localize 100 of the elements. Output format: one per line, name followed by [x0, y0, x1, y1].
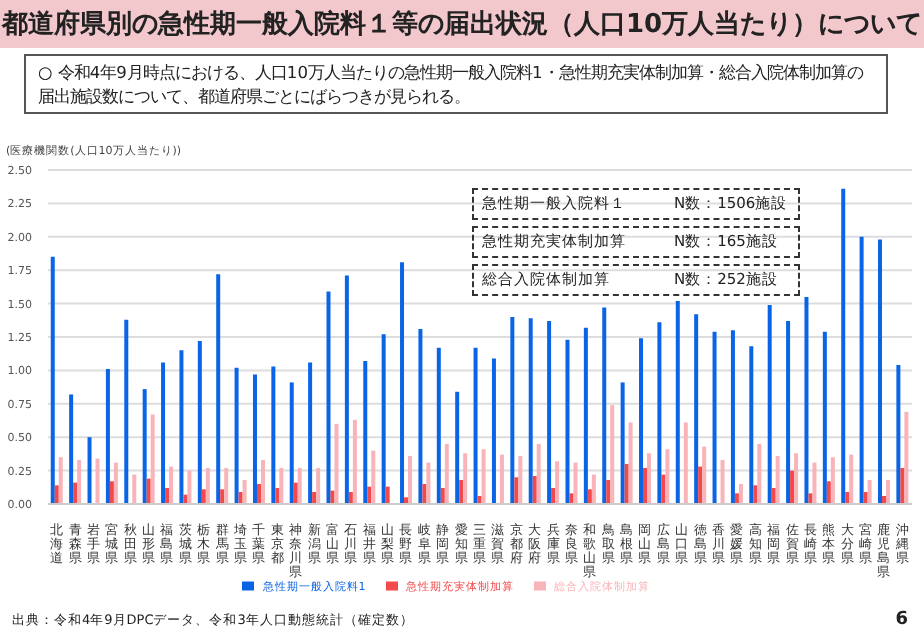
- bar: [308, 362, 313, 504]
- bar: [50, 256, 55, 504]
- bar: [514, 477, 519, 504]
- bar: [675, 300, 680, 504]
- bar: [201, 489, 206, 504]
- bar: [352, 419, 357, 504]
- bar: [712, 331, 717, 504]
- bar: [422, 483, 427, 504]
- bar: [610, 405, 615, 504]
- bar: [532, 475, 537, 504]
- bar: [565, 339, 570, 504]
- bar: [510, 316, 515, 504]
- bar: [812, 462, 817, 504]
- bar: [95, 458, 100, 504]
- bar: [573, 462, 578, 504]
- bar: [698, 466, 703, 504]
- bar: [757, 443, 762, 504]
- bar: [786, 320, 791, 504]
- bar: [885, 479, 890, 504]
- bar: [830, 457, 835, 504]
- bar: [620, 382, 625, 504]
- bar: [205, 467, 210, 504]
- bar: [896, 365, 901, 504]
- bar: [867, 479, 872, 504]
- bar: [408, 455, 413, 504]
- bar: [491, 358, 496, 504]
- bar: [224, 467, 229, 504]
- bar: [344, 275, 349, 504]
- bar: [606, 479, 611, 504]
- bar: [767, 304, 772, 504]
- bar: [105, 369, 110, 504]
- bar: [440, 487, 445, 504]
- bar: [87, 437, 92, 504]
- bar: [587, 489, 592, 504]
- chart-subtitle: ○ 令和4年9月時点における、人口10万人当たりの急性期一般入院料1・急性期充実体制加算・総合入院体制加算の届出施設数について、都道府県ごとにばらつきが見られる。: [24, 54, 888, 114]
- bar: [142, 389, 147, 504]
- bar: [238, 491, 243, 504]
- bar: [624, 463, 629, 504]
- bar: [749, 346, 754, 504]
- bar: [58, 457, 63, 504]
- bar: [528, 318, 533, 504]
- bar: [77, 459, 82, 504]
- bar: [113, 462, 118, 504]
- bar: [551, 487, 556, 504]
- bar: [271, 366, 276, 504]
- bar: [418, 328, 423, 504]
- bar: [657, 322, 662, 504]
- bar: [256, 483, 261, 504]
- bar: [536, 443, 541, 504]
- bar: [161, 362, 166, 504]
- bar: [400, 262, 405, 504]
- bar: [647, 453, 652, 504]
- bar: [334, 423, 339, 504]
- bar: [197, 341, 202, 504]
- bar: [643, 467, 648, 504]
- bar: [73, 482, 78, 504]
- bar: [367, 486, 372, 504]
- bar: [293, 482, 298, 504]
- bar: [316, 467, 321, 504]
- bar: [518, 455, 523, 504]
- bar: [753, 485, 758, 504]
- bar: [444, 443, 449, 504]
- bar: [602, 307, 607, 504]
- bar: [849, 454, 854, 504]
- bar: [808, 493, 813, 504]
- bar: [169, 466, 174, 504]
- bar: [794, 453, 799, 504]
- bar: [275, 487, 280, 504]
- bar: [216, 274, 221, 504]
- bar: [150, 414, 155, 504]
- bar: [297, 467, 302, 504]
- bar: [220, 489, 225, 504]
- bar: [69, 394, 74, 504]
- bar: [499, 454, 504, 504]
- bar: [863, 491, 868, 504]
- bar: [730, 330, 735, 504]
- bar: [242, 479, 247, 504]
- bar: [234, 367, 239, 504]
- bar: [804, 296, 809, 504]
- bar: [187, 470, 192, 504]
- bar: [639, 338, 644, 504]
- bar: [790, 470, 795, 504]
- bar: [463, 453, 468, 504]
- bar: [260, 459, 265, 504]
- bar: [591, 474, 596, 504]
- chart-title: 都道府県別の急性期一般入院料１等の届出状況（人口10万人当たり）について: [0, 0, 924, 48]
- bar: [426, 462, 431, 504]
- bar: [348, 491, 353, 504]
- bar: [738, 483, 743, 504]
- bar: [459, 479, 464, 504]
- bar: [455, 391, 460, 504]
- bar: [734, 493, 739, 504]
- bar: [54, 485, 59, 504]
- bar: [859, 236, 864, 504]
- bar: [665, 449, 670, 504]
- bar: [822, 331, 827, 504]
- bar: [694, 314, 699, 504]
- bar: [555, 461, 560, 504]
- bar: [569, 493, 574, 504]
- bar: [109, 481, 114, 504]
